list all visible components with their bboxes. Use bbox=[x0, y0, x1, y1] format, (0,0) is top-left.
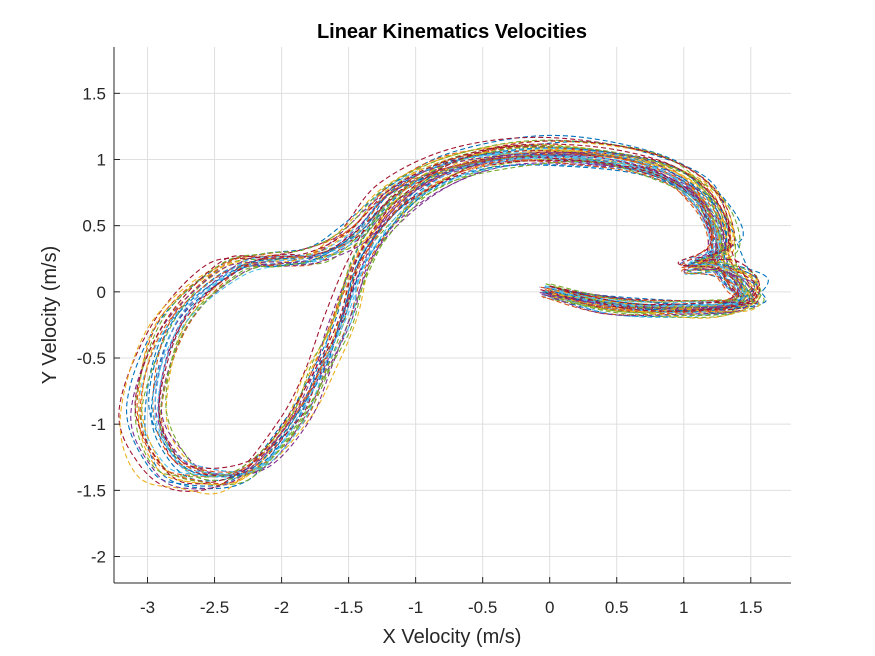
y-tick-label: -2 bbox=[91, 548, 106, 567]
plot-background bbox=[114, 47, 791, 583]
x-tick-label: 1.5 bbox=[739, 598, 763, 617]
x-tick-label: 1 bbox=[679, 598, 688, 617]
y-tick-label: 1.5 bbox=[82, 84, 106, 103]
velocity-trace bbox=[165, 155, 748, 476]
y-tick-label: 1 bbox=[97, 150, 106, 169]
velocity-trace bbox=[160, 158, 743, 476]
velocity-trace bbox=[152, 146, 743, 473]
velocity-trace bbox=[141, 144, 760, 486]
axes bbox=[113, 47, 791, 584]
chart-title: Linear Kinematics Velocities bbox=[317, 21, 587, 43]
velocity-trace bbox=[158, 150, 740, 469]
velocity-trace bbox=[150, 154, 743, 482]
y-axis-label: Y Velocity (m/s) bbox=[39, 246, 61, 385]
velocity-trace bbox=[134, 140, 761, 485]
y-tick-label: 0 bbox=[97, 283, 106, 302]
y-tick-label: -1.5 bbox=[77, 481, 106, 500]
velocity-trace bbox=[138, 147, 754, 486]
x-tick-label: 0.5 bbox=[605, 598, 629, 617]
x-tick-label: -1 bbox=[408, 598, 423, 617]
tick-labels: -3 -2.5 -2 -1.5 -1 -0.5 0 0.5 1 1.5 1.5 1 0.5 0 -0.5 -1… bbox=[77, 84, 763, 617]
y-tick-label: 0.5 bbox=[82, 217, 106, 236]
velocity-trace bbox=[134, 139, 758, 478]
x-tick-label: 0 bbox=[545, 598, 554, 617]
velocity-trace bbox=[140, 145, 765, 486]
x-tick-label: -0.5 bbox=[468, 598, 497, 617]
velocity-trace bbox=[158, 151, 745, 477]
x-tick-label: -1.5 bbox=[334, 598, 363, 617]
grid bbox=[114, 47, 791, 583]
x-axis-label: X Velocity (m/s) bbox=[383, 626, 522, 648]
velocity-trace bbox=[119, 140, 760, 495]
velocity-trace bbox=[151, 147, 749, 477]
velocity-trace bbox=[154, 154, 742, 473]
x-tick-label: -2 bbox=[274, 598, 289, 617]
velocity-trace bbox=[130, 151, 751, 490]
velocity-traces bbox=[118, 134, 769, 495]
y-tick-label: -1 bbox=[91, 415, 106, 434]
velocity-trace bbox=[158, 152, 756, 476]
velocity-trace bbox=[165, 150, 755, 478]
x-tick-label: -3 bbox=[140, 598, 155, 617]
velocity-trace bbox=[154, 154, 746, 473]
x-tick-label: -2.5 bbox=[200, 598, 229, 617]
velocity-trace bbox=[148, 147, 758, 478]
y-tick-label: -0.5 bbox=[77, 349, 106, 368]
